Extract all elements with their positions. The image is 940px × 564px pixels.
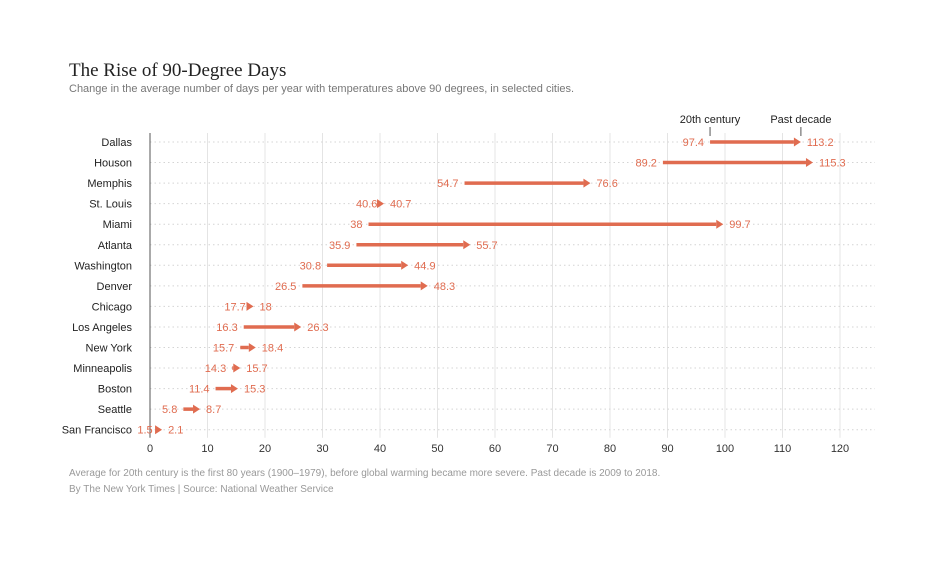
arrow-head xyxy=(420,281,428,291)
end-value-label: 40.7 xyxy=(390,199,411,211)
category-label: Dallas xyxy=(101,137,132,149)
start-value-label: 11.4 xyxy=(189,384,210,396)
end-value-label: 15.7 xyxy=(246,363,267,375)
legend-start-label: 20th century xyxy=(680,114,741,126)
start-value-label: 14.3 xyxy=(205,363,226,375)
arrow-head xyxy=(377,199,385,209)
arrow-head xyxy=(793,137,801,147)
start-value-label: 35.9 xyxy=(329,240,350,252)
category-label: Washington xyxy=(74,260,132,272)
start-value-label: 38 xyxy=(350,219,362,231)
end-value-label: 115.3 xyxy=(819,158,846,170)
footnote: Average for 20th century is the first 80… xyxy=(69,468,661,479)
start-value-label: 17.7 xyxy=(224,301,245,313)
category-label: Houson xyxy=(94,158,132,170)
x-tick-label: 90 xyxy=(661,443,673,455)
end-value-label: 26.3 xyxy=(307,322,328,334)
category-label: San Francisco xyxy=(62,425,132,437)
legend-end-label: Past decade xyxy=(770,114,831,126)
end-value-label: 8.7 xyxy=(206,404,221,416)
start-value-label: 1.5 xyxy=(137,425,152,437)
category-label: Seattle xyxy=(98,404,132,416)
x-tick-label: 120 xyxy=(831,443,849,455)
start-value-label: 16.3 xyxy=(216,322,237,334)
category-label: Miami xyxy=(103,219,132,231)
arrow-head xyxy=(248,343,256,352)
end-value-label: 48.3 xyxy=(434,281,455,293)
category-label: Memphis xyxy=(87,178,132,190)
x-tick-label: 30 xyxy=(316,443,328,455)
category-label: Los Angeles xyxy=(72,322,132,334)
end-value-label: 55.7 xyxy=(476,240,497,252)
x-tick-label: 40 xyxy=(374,443,386,455)
x-tick-label: 80 xyxy=(604,443,616,455)
chart-title: The Rise of 90-Degree Days xyxy=(69,60,287,81)
category-label: Boston xyxy=(98,384,132,396)
category-label: Chicago xyxy=(92,301,132,313)
end-value-label: 18.4 xyxy=(262,343,283,355)
credit-line: By The New York Times | Source: National… xyxy=(69,484,334,495)
arrow-head xyxy=(805,158,813,168)
arrow-head xyxy=(401,260,409,270)
start-value-label: 54.7 xyxy=(437,178,458,190)
start-value-label: 15.7 xyxy=(213,343,234,355)
arrow-head xyxy=(246,301,254,311)
arrow-head xyxy=(716,219,724,229)
start-value-label: 89.2 xyxy=(635,158,656,170)
arrow-head xyxy=(583,178,591,188)
category-label: Denver xyxy=(97,281,133,293)
x-tick-label: 70 xyxy=(546,443,558,455)
arrow-head xyxy=(294,322,302,332)
arrow-head xyxy=(230,384,238,394)
category-label: Minneapolis xyxy=(73,363,132,375)
arrow-head xyxy=(463,240,471,250)
category-label: St. Louis xyxy=(89,199,132,211)
arrow-head xyxy=(193,404,201,414)
x-tick-label: 60 xyxy=(489,443,501,455)
end-value-label: 15.3 xyxy=(244,384,265,396)
arrow-head xyxy=(155,425,163,435)
end-value-label: 18 xyxy=(260,301,272,313)
start-value-label: 97.4 xyxy=(683,137,704,149)
x-tick-label: 110 xyxy=(774,443,792,455)
x-tick-label: 20 xyxy=(259,443,271,455)
start-value-label: 5.8 xyxy=(162,404,177,416)
end-value-label: 44.9 xyxy=(414,260,435,272)
x-tick-label: 50 xyxy=(431,443,443,455)
x-tick-label: 100 xyxy=(716,443,734,455)
x-tick-label: 0 xyxy=(147,443,153,455)
start-value-label: 40.6 xyxy=(356,199,377,211)
end-value-label: 99.7 xyxy=(729,219,750,231)
start-value-label: 30.8 xyxy=(300,260,321,272)
category-label: New York xyxy=(86,343,133,355)
start-value-label: 26.5 xyxy=(275,281,296,293)
x-tick-label: 10 xyxy=(201,443,213,455)
category-label: Atlanta xyxy=(98,240,133,252)
end-value-label: 2.1 xyxy=(168,425,183,437)
arrow-head xyxy=(233,363,241,373)
chart-subtitle: Change in the average number of days per… xyxy=(69,83,575,95)
end-value-label: 76.6 xyxy=(596,178,617,190)
end-value-label: 113.2 xyxy=(807,137,834,149)
